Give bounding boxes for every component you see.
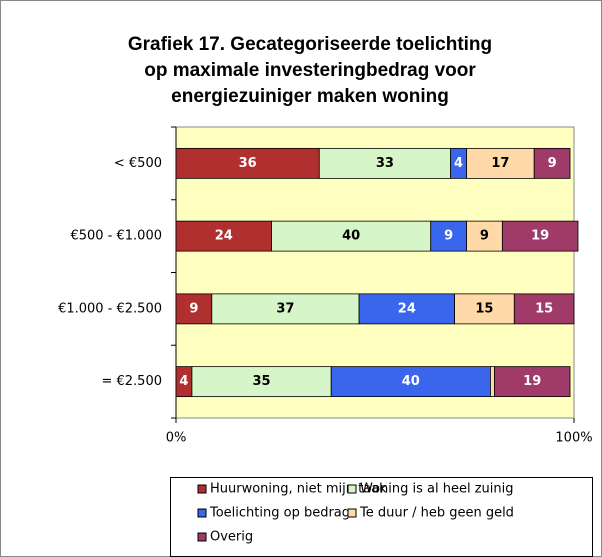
value-label: 9	[444, 229, 453, 244]
value-label: 40	[342, 229, 360, 244]
x-tick-label: 100%	[555, 431, 592, 446]
legend-swatch	[197, 532, 207, 542]
bar-segment	[490, 366, 495, 398]
value-label: 24	[398, 301, 416, 316]
value-label: 9	[189, 301, 198, 316]
value-label: 4	[454, 156, 463, 171]
value-label: 15	[475, 301, 493, 316]
value-label: 40	[402, 374, 420, 389]
legend-label: Te duur / heb geen geld	[359, 506, 514, 521]
bar-segment	[533, 147, 571, 179]
value-label: 4	[179, 374, 188, 389]
y-tick-label: €1.000 - €2.500	[58, 301, 162, 316]
bar-segment	[466, 220, 503, 252]
bar-segment	[493, 366, 571, 398]
value-label: 17	[491, 156, 509, 171]
value-label: 9	[480, 229, 489, 244]
chart-title: energiezuiniger maken woning	[171, 86, 449, 107]
bar-segment	[175, 293, 213, 325]
value-label: 9	[548, 156, 557, 171]
legend-swatch	[347, 484, 357, 494]
value-label: 37	[276, 301, 294, 316]
bar-segment	[430, 220, 467, 252]
chart-title: Grafiek 17. Gecategoriseerde toelichting	[128, 34, 492, 55]
value-label: 35	[253, 374, 271, 389]
bar-segment	[271, 220, 432, 252]
value-label: 19	[531, 229, 549, 244]
legend-label: Woning is al heel zuinig	[360, 482, 514, 497]
y-tick-label: < €500	[114, 156, 162, 171]
legend-swatch	[197, 508, 207, 518]
value-label: 19	[523, 374, 541, 389]
value-label: 24	[215, 229, 233, 244]
legend-swatch	[197, 484, 207, 494]
legend-swatch	[347, 508, 357, 518]
bar-segment	[191, 366, 332, 398]
chart-title: op maximale investeringbedrag voor	[144, 60, 476, 81]
value-label: 15	[535, 301, 553, 316]
legend-box	[170, 477, 593, 557]
bar-segment	[358, 293, 455, 325]
y-tick-label: €500 - €1.000	[70, 229, 162, 244]
bar-segment	[454, 293, 515, 325]
bar-segment	[501, 220, 579, 252]
value-label: 36	[239, 156, 257, 171]
x-tick-label: 0%	[166, 431, 187, 446]
bar-segment	[211, 293, 360, 325]
bar-segment	[513, 293, 575, 325]
legend-label: Toelichting op bedrag	[209, 506, 350, 521]
value-label: 33	[376, 156, 394, 171]
bar-segment	[466, 147, 535, 179]
y-tick-label: = €2.500	[101, 374, 162, 389]
legend-label: Overig	[210, 530, 253, 545]
legend-label: Huurwoning, niet mijn taak	[210, 482, 387, 497]
